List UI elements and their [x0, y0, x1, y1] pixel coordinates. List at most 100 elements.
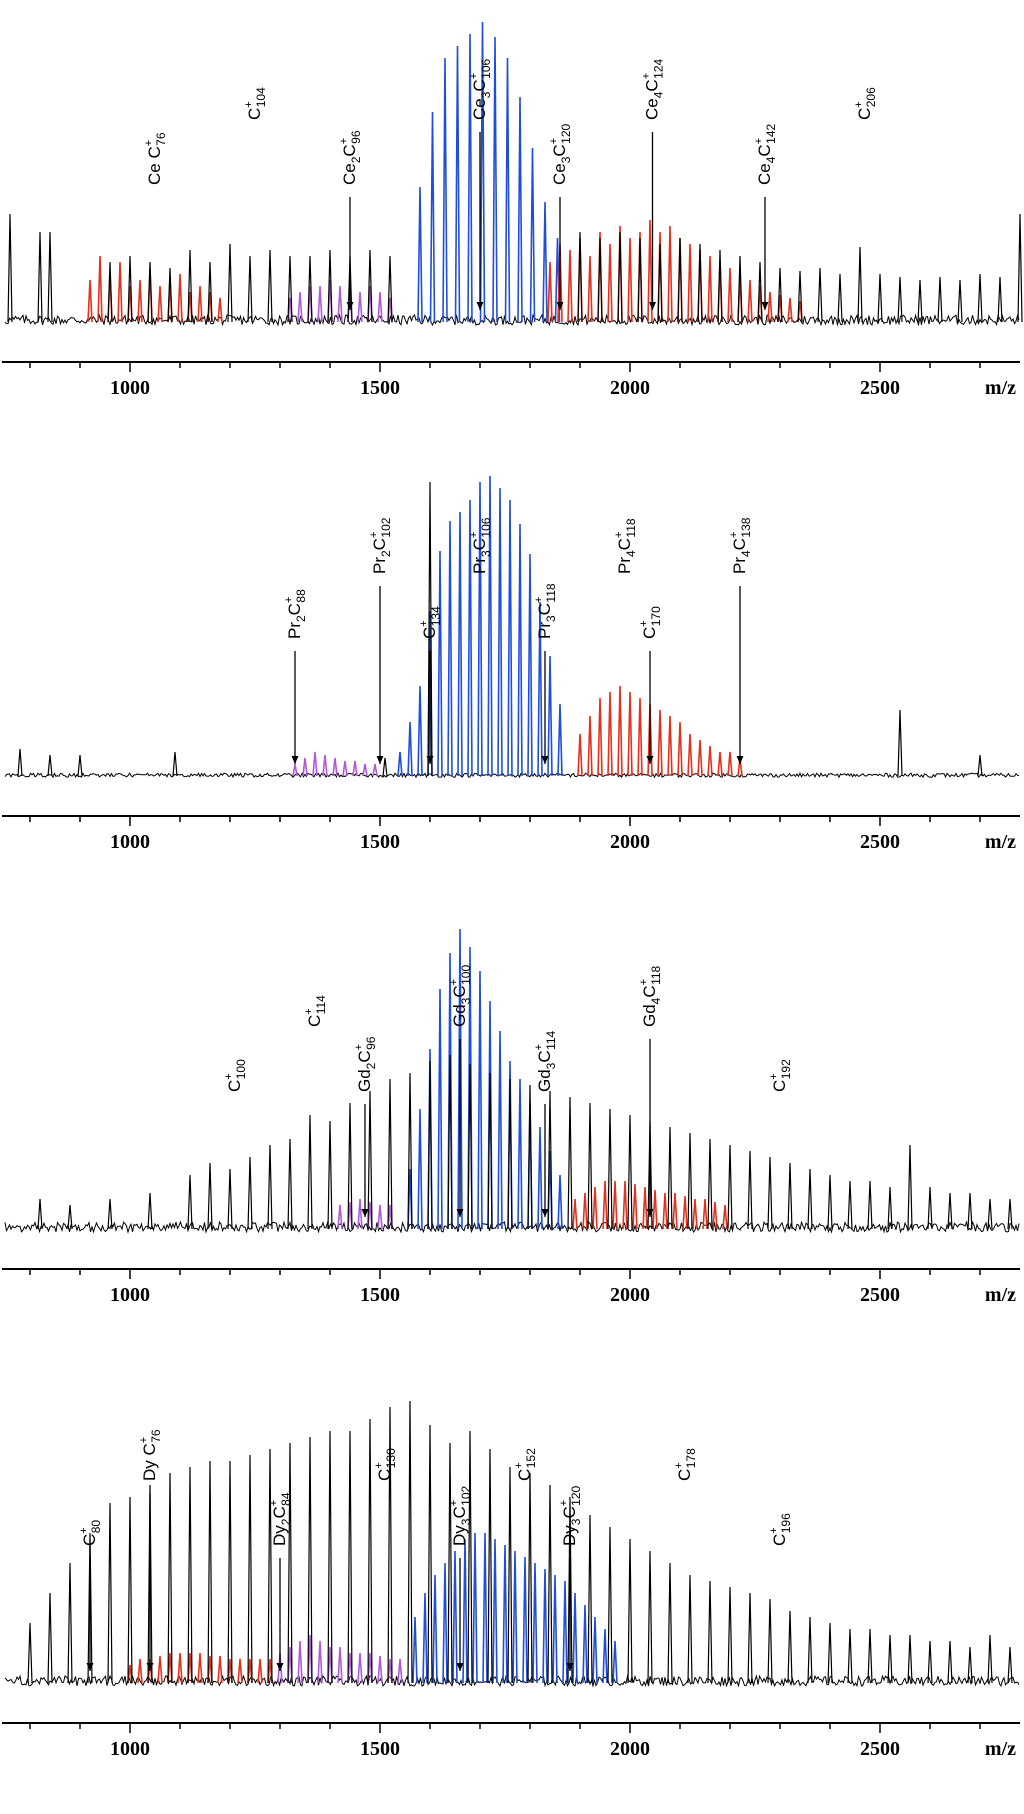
x-tick-label: 1500	[360, 377, 400, 399]
spectrum-peak	[787, 1162, 793, 1230]
spectrum-peak	[292, 763, 298, 776]
spectrum-peak	[452, 1550, 458, 1683]
peak-annotation: C+206	[853, 87, 878, 120]
peak-annotation: Pr3C+106	[468, 517, 493, 574]
spectrum-peak	[587, 1102, 593, 1230]
spectrum-peak	[662, 1192, 668, 1230]
spectrum-peak	[927, 1640, 933, 1683]
spectrum-peak	[887, 1186, 893, 1230]
spectrum-peak	[377, 1655, 383, 1683]
spectrum-peak	[27, 1622, 33, 1683]
annotation-arrowhead	[146, 1662, 154, 1671]
peak-annotation: Dy2C+84	[268, 1492, 293, 1671]
peak-annotation-label: Pr4C+138	[728, 517, 753, 574]
spectrum-peak	[917, 279, 923, 323]
spectrum-peak	[502, 1544, 508, 1683]
spectrum-peak	[462, 1538, 468, 1683]
spectrum-peak	[947, 1192, 953, 1230]
peak-annotation-label: C+192	[768, 1059, 793, 1092]
spectrum-peak	[547, 655, 553, 776]
spectrum-peak	[197, 285, 203, 323]
spectrum-peak	[97, 255, 103, 323]
peak-annotation-label: C+114	[303, 995, 328, 1027]
spectrum-peak	[457, 511, 463, 776]
spectrum-peak	[537, 601, 543, 776]
spectrum-peak	[267, 249, 273, 323]
peak-annotation-label: Gd3C+114	[533, 1030, 558, 1092]
spectrum-peak	[672, 1192, 678, 1230]
spectrum-peak	[367, 249, 373, 323]
peak-annotation-label: Pr3C+118	[533, 583, 558, 639]
spectrum-peak	[697, 243, 703, 323]
spectrum-peak	[7, 213, 13, 323]
x-tick-label: 1500	[360, 831, 400, 853]
spectrum-peak	[617, 685, 623, 776]
spectrum-peak	[442, 1562, 448, 1683]
spectrum-peak	[387, 1078, 393, 1230]
spectrum-peak	[487, 1072, 493, 1230]
spectrum-peak	[437, 550, 443, 776]
spectrum-peak	[707, 1580, 713, 1683]
spectrum-peak	[1007, 1198, 1013, 1230]
x-tick-label: 2500	[860, 1284, 900, 1306]
spectrum-peak	[87, 1532, 93, 1683]
spectrum-peak	[627, 1538, 633, 1683]
series-blue	[417, 21, 561, 323]
series-black	[27, 1400, 1013, 1683]
spectrum-peak	[577, 231, 583, 323]
x-tick-label: 2000	[610, 1738, 650, 1760]
peak-annotation: Dy3C+102	[448, 1485, 473, 1671]
peak-annotation: Ce3C+120	[548, 124, 573, 310]
spectrum-peak	[667, 1562, 673, 1683]
annotation-arrowhead	[556, 302, 564, 310]
spectrum-peak	[297, 291, 303, 323]
spectrum-peak	[287, 255, 293, 323]
spectrum-peak	[607, 1526, 613, 1683]
spectrum-peak	[582, 1192, 588, 1230]
spectrum-panel-dy: 1000 1500 2000 2500 m/z C+80 Dy C+76 Dy2C+84 C+1…	[2, 1400, 1020, 1760]
spectrum-peak	[422, 1592, 428, 1683]
spectrum-peak	[727, 1144, 733, 1230]
spectrum-peak	[827, 1622, 833, 1683]
x-tick-label: 2500	[860, 377, 900, 399]
spectrum-peak	[517, 523, 523, 776]
spectrum-peak	[357, 1198, 363, 1230]
spectrum-peak	[592, 1616, 598, 1683]
spectrum-peak	[467, 33, 473, 323]
spectrum-peak	[207, 261, 213, 323]
spectrum-peak	[877, 273, 883, 323]
peak-annotation: C+178	[673, 1447, 698, 1480]
spectrum-peak	[407, 1072, 413, 1230]
spectrum-peak	[407, 1400, 413, 1683]
spectrum-peak	[817, 267, 823, 323]
peak-annotation: C+134	[418, 605, 443, 764]
spectrum-peak	[397, 1658, 403, 1683]
x-axis-label: m/z	[985, 831, 1016, 853]
peak-annotation: Dy C+76	[138, 1429, 163, 1671]
spectrum-peak	[247, 1454, 253, 1683]
peak-annotation: Dy3C+120	[558, 1485, 583, 1671]
spectrum-peak	[967, 1192, 973, 1230]
spectrum-peak	[682, 1195, 688, 1230]
spectrum-peak	[382, 757, 388, 776]
x-tick-label: 2000	[610, 831, 650, 853]
spectrum-peak	[327, 1120, 333, 1230]
peak-annotation-label: Pr2C+102	[368, 517, 393, 574]
x-tick-label: 1000	[110, 377, 150, 399]
peak-annotation-label: Ce3C+106	[468, 59, 493, 120]
spectrum-peak	[592, 1186, 598, 1230]
series-red	[87, 219, 803, 323]
spectrum-peak	[327, 249, 333, 323]
peak-annotation-label: C+196	[768, 1512, 793, 1545]
annotation-arrowhead	[86, 1662, 94, 1671]
spectrum-peak	[207, 1460, 213, 1683]
spectrum-peak	[497, 1030, 503, 1230]
spectrum-peak	[197, 1652, 203, 1683]
spectrum-peak	[322, 754, 328, 776]
spectrum-peak	[492, 36, 498, 323]
spectrum-peak	[362, 763, 368, 776]
annotation-arrowhead	[476, 302, 484, 310]
spectrum-peak	[617, 231, 623, 323]
spectrum-peak	[587, 255, 593, 323]
spectrum-peak	[207, 1162, 213, 1230]
